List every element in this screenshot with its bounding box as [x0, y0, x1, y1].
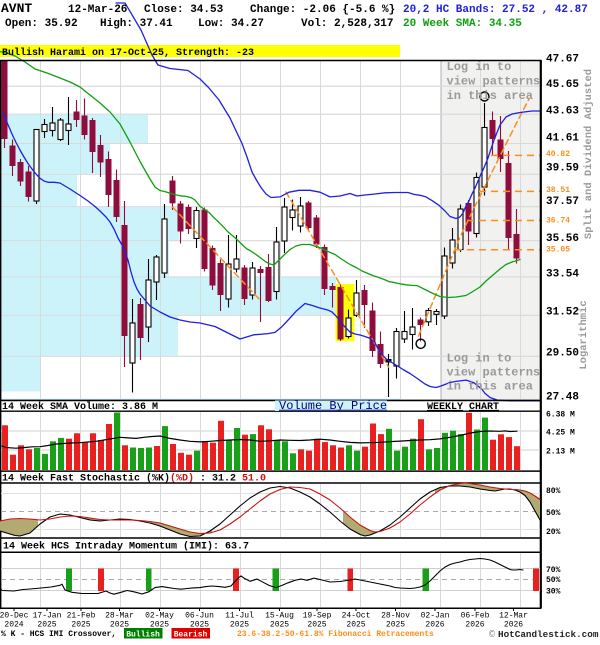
- svg-text:29.50: 29.50: [546, 347, 579, 359]
- svg-text:Volume By Price: Volume By Price: [279, 399, 387, 413]
- svg-text:WEEKLY CHART: WEEKLY CHART: [427, 402, 499, 413]
- svg-text:12-Mar-26: 12-Mar-26: [68, 4, 127, 16]
- svg-text:23.6-38.2-50-61.8% Fibonacci R: 23.6-38.2-50-61.8% Fibonacci Retracement…: [237, 630, 434, 639]
- svg-text:AVNT: AVNT: [1, 1, 32, 16]
- svg-text:33.54: 33.54: [546, 269, 579, 281]
- svg-text:Logarithmic: Logarithmic: [578, 300, 590, 369]
- svg-text:28-Mar: 28-Mar: [105, 612, 134, 621]
- svg-text:2.13 M: 2.13 M: [546, 448, 575, 457]
- svg-text:Close: 34.53: Close: 34.53: [144, 4, 224, 16]
- svg-text:38.51: 38.51: [546, 186, 570, 195]
- svg-text:Change: -2.06 {-5.6 %}: Change: -2.06 {-5.6 %}: [250, 4, 395, 16]
- svg-text:4.25 M: 4.25 M: [546, 429, 575, 438]
- svg-text:in this area: in this area: [447, 89, 533, 103]
- svg-text:39.59: 39.59: [546, 163, 579, 175]
- svg-text:20,2 HC Bands: 27.52 , 42.87: 20,2 HC Bands: 27.52 , 42.87: [403, 4, 588, 16]
- svg-text:view patterns: view patterns: [447, 75, 541, 89]
- svg-text:37.57: 37.57: [546, 196, 579, 208]
- svg-text:2025: 2025: [270, 621, 289, 630]
- svg-text:Low: 34.27: Low: 34.27: [198, 18, 264, 30]
- svg-text:High: 37.41: High: 37.41: [100, 18, 173, 30]
- svg-text:6.38 M: 6.38 M: [546, 411, 575, 420]
- svg-text:Bullish: Bullish: [126, 631, 160, 640]
- svg-text:20-Dec: 20-Dec: [0, 612, 29, 621]
- svg-text:2025: 2025: [346, 621, 365, 630]
- svg-text:Split and Dividend Adjusted: Split and Dividend Adjusted: [583, 69, 595, 239]
- svg-text:view patterns: view patterns: [447, 366, 541, 380]
- svg-text:20 Week SMA: 34.35: 20 Week SMA: 34.35: [403, 18, 522, 30]
- svg-text:30%: 30%: [546, 588, 561, 597]
- svg-text:Log in to: Log in to: [447, 60, 512, 74]
- svg-text:20%: 20%: [546, 528, 561, 537]
- svg-text:35.56: 35.56: [546, 233, 579, 245]
- svg-text:2024: 2024: [4, 621, 23, 630]
- svg-text:31.52: 31.52: [546, 307, 579, 319]
- svg-text:Vol: 2,528,317: Vol: 2,528,317: [301, 18, 393, 30]
- svg-text:35.05: 35.05: [546, 246, 570, 255]
- svg-text:2025: 2025: [307, 621, 326, 630]
- svg-text:47.67: 47.67: [546, 53, 579, 65]
- svg-text:% K - HCS IMI Crossover,: % K - HCS IMI Crossover,: [1, 630, 116, 639]
- svg-text:02-Jan: 02-Jan: [421, 612, 450, 621]
- svg-text:21-Feb: 21-Feb: [67, 612, 96, 621]
- svg-text:2025: 2025: [37, 621, 56, 630]
- svg-text:15-Aug: 15-Aug: [265, 612, 294, 621]
- svg-text:50%: 50%: [546, 509, 561, 518]
- svg-text:45.65: 45.65: [546, 79, 579, 91]
- svg-text:02-May: 02-May: [145, 612, 174, 621]
- svg-text:50%: 50%: [546, 576, 561, 585]
- svg-text:24-Oct: 24-Oct: [342, 612, 371, 621]
- svg-text:Bullish Harami on 17-Oct-25, S: Bullish Harami on 17-Oct-25, Strength: -…: [2, 47, 254, 59]
- svg-text:2026: 2026: [425, 621, 444, 630]
- svg-text:80%: 80%: [546, 487, 561, 496]
- svg-text:19-Sep: 19-Sep: [303, 612, 332, 621]
- svg-text:2025: 2025: [386, 621, 405, 630]
- svg-text:40.82: 40.82: [546, 150, 570, 159]
- svg-text:43.63: 43.63: [546, 106, 579, 118]
- svg-text:Open: 35.92: Open: 35.92: [5, 18, 78, 30]
- svg-text:06-Jun: 06-Jun: [185, 612, 214, 621]
- svg-text:©: ©: [489, 629, 495, 640]
- svg-text:2026: 2026: [465, 621, 484, 630]
- svg-text:36.74: 36.74: [546, 217, 570, 226]
- svg-text:12-Mar: 12-Mar: [499, 612, 528, 621]
- svg-text:Log in to: Log in to: [447, 352, 512, 366]
- svg-text:06-Feb: 06-Feb: [461, 612, 490, 621]
- svg-text:11-Jul: 11-Jul: [225, 612, 254, 621]
- svg-text:14 Week SMA Volume: 3.86 M: 14 Week SMA Volume: 3.86 M: [2, 401, 158, 413]
- svg-text:HotCandlestick.com: HotCandlestick.com: [498, 629, 599, 640]
- svg-text:41.61: 41.61: [546, 132, 579, 144]
- svg-text:2025: 2025: [230, 621, 249, 630]
- svg-text:70%: 70%: [546, 566, 561, 575]
- svg-text:Bearish: Bearish: [174, 631, 208, 640]
- svg-text:27.48: 27.48: [546, 392, 579, 404]
- svg-text:28-Nov: 28-Nov: [381, 612, 410, 621]
- svg-text:in this area: in this area: [447, 380, 533, 394]
- svg-text:17-Jan: 17-Jan: [33, 612, 62, 621]
- svg-text:14 Week HCS Intraday Momentum: 14 Week HCS Intraday Momentum (IMI): 63.…: [3, 541, 249, 553]
- svg-text:2025: 2025: [71, 621, 90, 630]
